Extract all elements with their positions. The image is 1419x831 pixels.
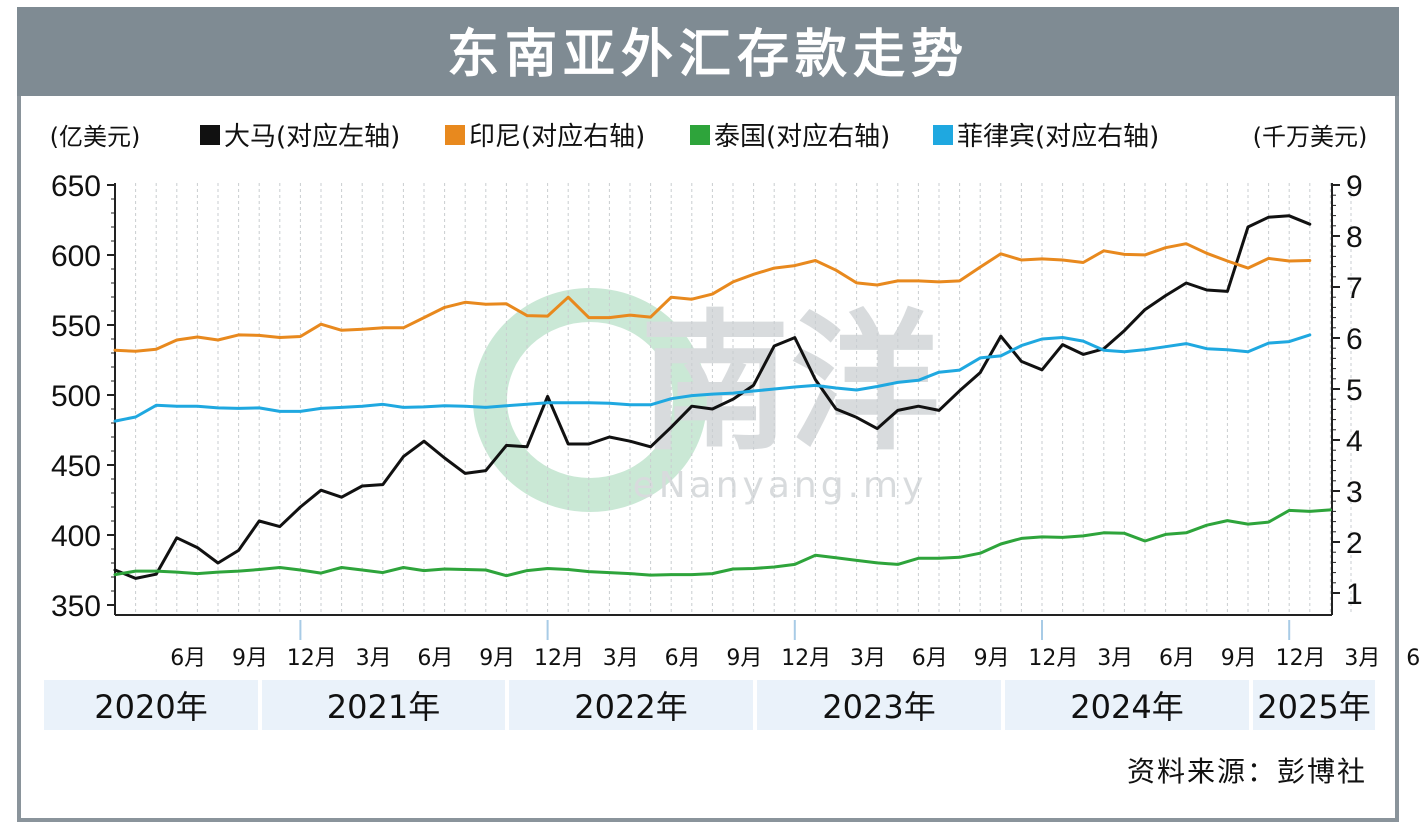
x-tick-label: 9月 — [726, 646, 762, 671]
year-cell — [509, 680, 753, 730]
year-label: 2020年 — [94, 688, 207, 726]
year-label: 2025年 — [1257, 688, 1370, 726]
year-label: 2024年 — [1070, 688, 1183, 726]
right-tick-label: 2 — [1346, 527, 1363, 560]
source-note: 资料来源：彭博社 — [1126, 755, 1367, 788]
x-tick-label: 3月 — [603, 646, 639, 671]
right-tick-label: 8 — [1346, 221, 1363, 254]
left-tick-label: 350 — [51, 590, 101, 623]
x-tick-label: 3月 — [356, 646, 392, 671]
x-tick-label: 3月 — [1097, 646, 1133, 671]
left-tick-label: 400 — [51, 520, 101, 553]
watermark-site: eNanyang.my — [633, 465, 928, 506]
x-tick-label: 6月 — [1159, 646, 1195, 671]
title-bar — [17, 7, 1399, 96]
legend-swatch — [200, 125, 220, 145]
year-cell — [1253, 680, 1375, 730]
chart-title: 东南亚外汇存款走势 — [446, 25, 969, 85]
left-tick-label: 600 — [51, 240, 101, 273]
right-tick-label: 6 — [1346, 323, 1363, 356]
x-tick-label: 9月 — [232, 646, 268, 671]
legend: 大马(对应左轴) 印尼(对应右轴) 泰国(对应右轴) 菲律宾(对应右轴) — [200, 122, 1159, 152]
right-tick-label: 7 — [1346, 272, 1363, 305]
year-cell — [1005, 680, 1249, 730]
grid — [114, 183, 1352, 615]
x-tick-label: 6月 — [170, 646, 206, 671]
left-tick-label: 450 — [51, 450, 101, 483]
right-tick-label: 1 — [1346, 578, 1363, 611]
x-tick-label: 12月 — [287, 646, 337, 671]
left-unit-label: (亿美元) — [50, 123, 141, 151]
x-tick-label: 6月 — [665, 646, 701, 671]
left-tick-label: 550 — [51, 310, 101, 343]
left-tick-label: 500 — [51, 380, 101, 413]
watermark-e-logo — [473, 288, 707, 512]
right-unit-label: (千万美元) — [1253, 123, 1368, 151]
x-tick-label: 9月 — [1221, 646, 1257, 671]
left-tick-label: 650 — [51, 170, 101, 203]
x-tick-label: 6月 — [912, 646, 948, 671]
x-tick-label: 9月 — [974, 646, 1010, 671]
year-label: 2021年 — [327, 688, 440, 726]
right-tick-label: 9 — [1346, 170, 1363, 203]
year-cell — [262, 680, 505, 730]
x-tick-label: 12月 — [1028, 646, 1078, 671]
x-tick-label: 6月 — [1406, 646, 1419, 671]
year-label: 2022年 — [574, 688, 687, 726]
year-label: 2023年 — [822, 688, 935, 726]
x-tick-label: 12月 — [1276, 646, 1326, 671]
legend-label: 大马(对应左轴) — [224, 122, 400, 152]
x-tick-label: 9月 — [479, 646, 515, 671]
x-tick-label: 3月 — [850, 646, 886, 671]
x-tick-label: 3月 — [1344, 646, 1380, 671]
right-tick-label: 4 — [1346, 425, 1363, 458]
legend-label: 印尼(对应右轴) — [469, 122, 645, 152]
x-tick-label: 12月 — [781, 646, 831, 671]
year-cell — [44, 680, 258, 730]
right-tick-label: 5 — [1346, 374, 1363, 407]
year-cell — [757, 680, 1001, 730]
legend-swatch — [445, 125, 465, 145]
year-band: 2020年 2021年 2022年 2023年 2024年 2025年 — [44, 680, 1375, 730]
legend-swatch — [690, 125, 710, 145]
legend-swatch — [933, 125, 953, 145]
legend-label: 泰国(对应右轴) — [714, 122, 890, 152]
x-tick-label: 6月 — [417, 646, 453, 671]
x-tick-label: 12月 — [534, 646, 584, 671]
series-line-2 — [113, 508, 1332, 578]
right-tick-label: 3 — [1346, 476, 1363, 509]
legend-label: 菲律宾(对应右轴) — [957, 122, 1159, 152]
